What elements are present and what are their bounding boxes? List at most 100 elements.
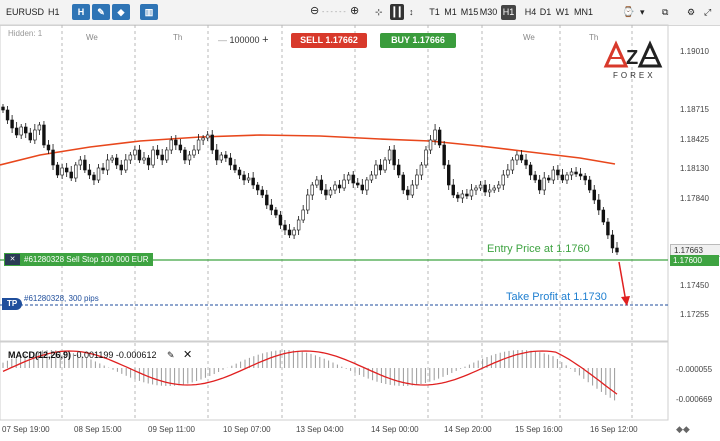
screenshot-icon[interactable]: ⧉ [662,7,669,17]
timeframe-m1[interactable]: M1 [444,7,457,17]
candle-body [487,189,492,193]
candle-body [469,189,474,197]
candle-body [196,139,201,151]
candle-body [251,177,255,186]
timeframe-t1[interactable]: T1 [429,7,440,17]
timeframe-mn1[interactable]: MN1 [573,7,593,17]
chart-type-button[interactable]: ▥ [140,4,158,20]
candle-body [51,149,55,166]
crosshair-icon[interactable]: ⊹ [375,7,383,17]
candle-body [537,179,542,191]
time-axis-label: 14 Sep 00:00 [371,425,419,434]
expand-icon[interactable]: ▾ [640,7,645,17]
timeframe-h1[interactable]: H1 [501,5,516,20]
candle-body [24,126,28,134]
quantity-input[interactable]: — 100000 + [218,33,288,48]
macd-title: MACD(12,26,9) -0.001199 -0.000612 ✎ ✕ [8,348,192,361]
symbol-label[interactable]: EURUSD [6,7,45,17]
candle-body [183,149,187,161]
candle-body [28,132,32,141]
logo-forex: FOREX [613,71,656,80]
candle-body [360,184,365,191]
candle-body [501,174,505,186]
timeframe-d1[interactable]: D1 [539,7,552,17]
hidden-objects-label[interactable]: Hidden: 1 [8,29,43,38]
price-axis-label: 1.17840 [680,194,709,203]
candle-body [260,189,264,196]
sell-button[interactable]: SELL 1.17662 [291,33,367,48]
pending-order-tag[interactable]: ✕ #61280328 Sell Stop 100 000 EUR [4,253,153,266]
candle-body [383,159,387,171]
candle-body [365,179,369,191]
candle-body [133,149,137,156]
timeframe-m15[interactable]: M15 [460,7,479,17]
edit-icon[interactable]: ✎ [166,350,175,360]
settings-icon[interactable]: ⚙ [687,7,696,17]
entry-annotation: Entry Price at 1.1760 [487,243,590,255]
candle-body [174,139,178,146]
zoom-in-icon[interactable]: ⊕ [350,5,360,17]
candle-body [597,199,601,211]
candle-body [406,189,410,196]
candle-body [178,144,183,151]
objects-button[interactable]: ◆ [112,4,130,20]
candle-body [146,157,151,166]
candle-body [128,154,133,161]
candle-body [142,157,146,161]
candle-body [606,221,610,236]
tp-badge[interactable]: TP [2,298,23,310]
candle-body [346,174,351,181]
candle-body [301,209,305,221]
candle-body [465,193,469,197]
zoom-fit-icon[interactable]: ◆◆ [676,424,690,434]
candle-body [551,169,556,181]
time-axis-label: 08 Sep 15:00 [74,425,122,434]
price-axis-label: 1.17450 [680,281,709,290]
timeframe-label[interactable]: H1 [48,7,60,17]
candle-body [601,209,606,223]
candle-body [610,234,615,249]
candle-body [255,184,260,191]
candle-body [569,171,574,176]
candle-body [60,167,64,176]
candle-body [542,177,546,191]
timeframe-m30[interactable]: M30 [479,7,498,17]
candle-body [160,154,164,161]
buy-button[interactable]: BUY 1.17666 [380,33,456,48]
bar-style-icon[interactable]: ↕ [409,7,414,17]
timeframe-h4[interactable]: H4 [524,7,537,17]
zoom-out-icon[interactable]: ⊖ [310,5,320,17]
candle-body [215,149,219,161]
candle-body [64,167,69,173]
zoom-slider[interactable]: - - - - - - [322,9,346,16]
calendar-icon[interactable]: ⌚ [622,7,635,18]
quantity-plus[interactable]: + [262,34,269,46]
order-icon[interactable]: ✕ [5,254,20,265]
candle-body [401,174,405,191]
candle-body [310,184,314,196]
candle-body [615,247,619,253]
candle-body [478,184,483,189]
candle-body [101,167,105,171]
candles-icon[interactable]: ┃┃ [390,4,404,20]
candle-body [396,164,401,176]
quantity-minus[interactable]: — [218,35,227,45]
drawing-tools-button[interactable]: ✎ [92,4,110,20]
candle-body [351,174,355,184]
candle-body [42,124,46,146]
candle-body [74,164,78,179]
candlesticks [1,104,619,255]
indicators-button[interactable]: H [72,4,90,20]
candle-body [460,193,465,199]
candle-body [33,129,37,141]
timeframe-w1[interactable]: W1 [555,7,570,17]
candle-body [210,134,214,151]
close-icon[interactable]: ✕ [183,349,193,361]
day-label: We [86,33,98,42]
candle-body [410,184,415,196]
candle-body [515,154,519,161]
arrow-head [621,296,630,306]
fullscreen-icon[interactable]: ⤢ [704,7,712,17]
tp-annotation: Take Profit at 1.1730 [506,291,607,303]
